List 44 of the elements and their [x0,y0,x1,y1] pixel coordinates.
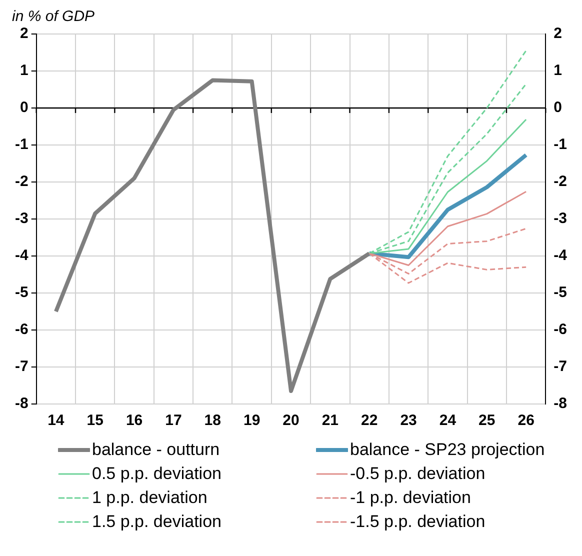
y2-tick-label: 0 [554,99,562,116]
y-tick-label: -6 [14,321,28,338]
y2-tick-label: -5 [554,284,568,302]
legend-label: -1.5 p.p. deviation [350,512,486,532]
y2-tick-label: -2 [554,173,568,190]
y-tick-label: -8 [14,395,28,412]
x-tick-label: 15 [86,412,104,430]
y2-tick-label: 2 [554,25,562,42]
x-tick-label: 21 [322,412,339,430]
legend-label: -0.5 p.p. deviation [350,464,486,484]
legend-label: -1 p.p. deviation [350,488,471,508]
y-tick-label: -4 [14,247,29,264]
legend-label: 0.5 p.p. deviation [92,464,222,484]
x-tick-label: 19 [243,412,260,430]
x-tick-label: 20 [282,412,300,430]
x-tick-label: 26 [518,412,534,430]
y-tick-label: -2 [14,173,28,190]
y-tick-label: 0 [20,99,28,116]
x-tick-label: 16 [126,412,143,430]
legend-label: balance - outturn [92,440,220,460]
x-tick-label: 24 [439,412,457,430]
y2-tick-label: -6 [554,321,568,338]
y-tick-label: -1 [14,136,28,154]
chart-subtitle: in % of GDP [12,8,95,26]
y2-tick-label: -4 [554,247,568,264]
y-tick-label: -7 [14,358,28,376]
x-tick-label: 22 [361,412,378,430]
legend-label: 1 p.p. deviation [92,488,208,508]
y-tick-label: 1 [20,62,28,80]
y-tick-label: -3 [14,210,28,228]
x-tick-label: 18 [204,412,221,430]
legend-label: 1.5 p.p. deviation [92,512,222,532]
y-tick-label: -5 [14,284,28,302]
x-tick-label: 23 [400,412,417,430]
x-tick-label: 25 [478,412,496,430]
y2-tick-label: -3 [554,210,568,228]
x-tick-label: 17 [165,412,182,430]
x-tick-label: 14 [48,412,65,430]
legend-label: balance - SP23 projection [350,440,545,460]
y2-tick-label: 1 [554,62,562,80]
y-tick-label: 2 [20,25,28,42]
y2-tick-label: -8 [554,395,568,412]
y2-tick-label: -1 [554,136,568,154]
y2-tick-label: -7 [554,358,568,376]
